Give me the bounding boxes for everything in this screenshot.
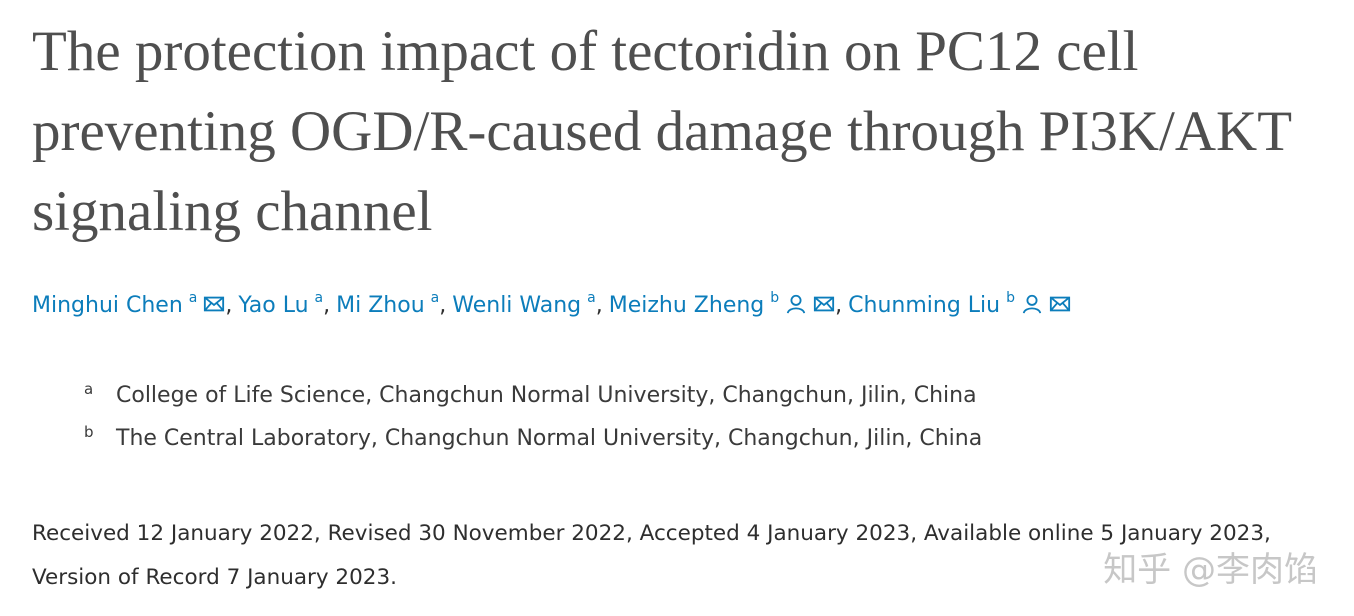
author-name[interactable]: Mi Zhou [336, 293, 425, 318]
author-name[interactable]: Yao Lu [238, 293, 309, 318]
affiliation-marker[interactable]: a [314, 290, 324, 306]
affiliation-label: b [84, 423, 94, 441]
affiliation-marker[interactable]: a [188, 290, 198, 306]
affiliation-label: a [84, 380, 94, 398]
mail-icon[interactable] [813, 293, 835, 315]
separator: , [439, 293, 447, 318]
article-title: The protection impact of tectoridin on P… [32, 20, 1292, 243]
separator: , [225, 293, 233, 318]
affiliation-text: The Central Laboratory, Changchun Normal… [116, 426, 983, 451]
mail-icon[interactable] [203, 293, 225, 315]
affiliation: b The Central Laboratory, Changchun Norma… [84, 423, 982, 451]
affiliation-marker[interactable]: a [587, 290, 596, 306]
person-icon[interactable] [785, 293, 807, 315]
author-list: Minghui Chen a, Yao Lu a, Mi Zhou a, Wenli Wan… [32, 290, 1071, 318]
mail-icon[interactable] [1049, 293, 1071, 315]
affiliation-marker[interactable]: a [430, 290, 440, 306]
watermark: 知乎 @李肉馅 [1103, 550, 1318, 590]
affiliation-marker[interactable]: b [770, 290, 780, 306]
article-history: Received 12 January 2022, Revised 30 Nov… [32, 521, 1271, 590]
person-icon[interactable] [1021, 293, 1043, 315]
author-name[interactable]: Chunming Liu [848, 293, 1001, 318]
separator: , [835, 293, 843, 318]
affiliation: a College of Life Science, Changchun Norm… [84, 380, 977, 408]
affiliation-text: College of Life Science, Changchun Norma… [116, 383, 977, 408]
separator: , [595, 293, 603, 318]
author-name[interactable]: Wenli Wang [452, 293, 582, 318]
affiliation-marker[interactable]: b [1006, 290, 1015, 306]
separator: , [323, 293, 331, 318]
author-name[interactable]: Minghui Chen [32, 293, 183, 318]
author-name[interactable]: Meizhu Zheng [608, 293, 765, 318]
